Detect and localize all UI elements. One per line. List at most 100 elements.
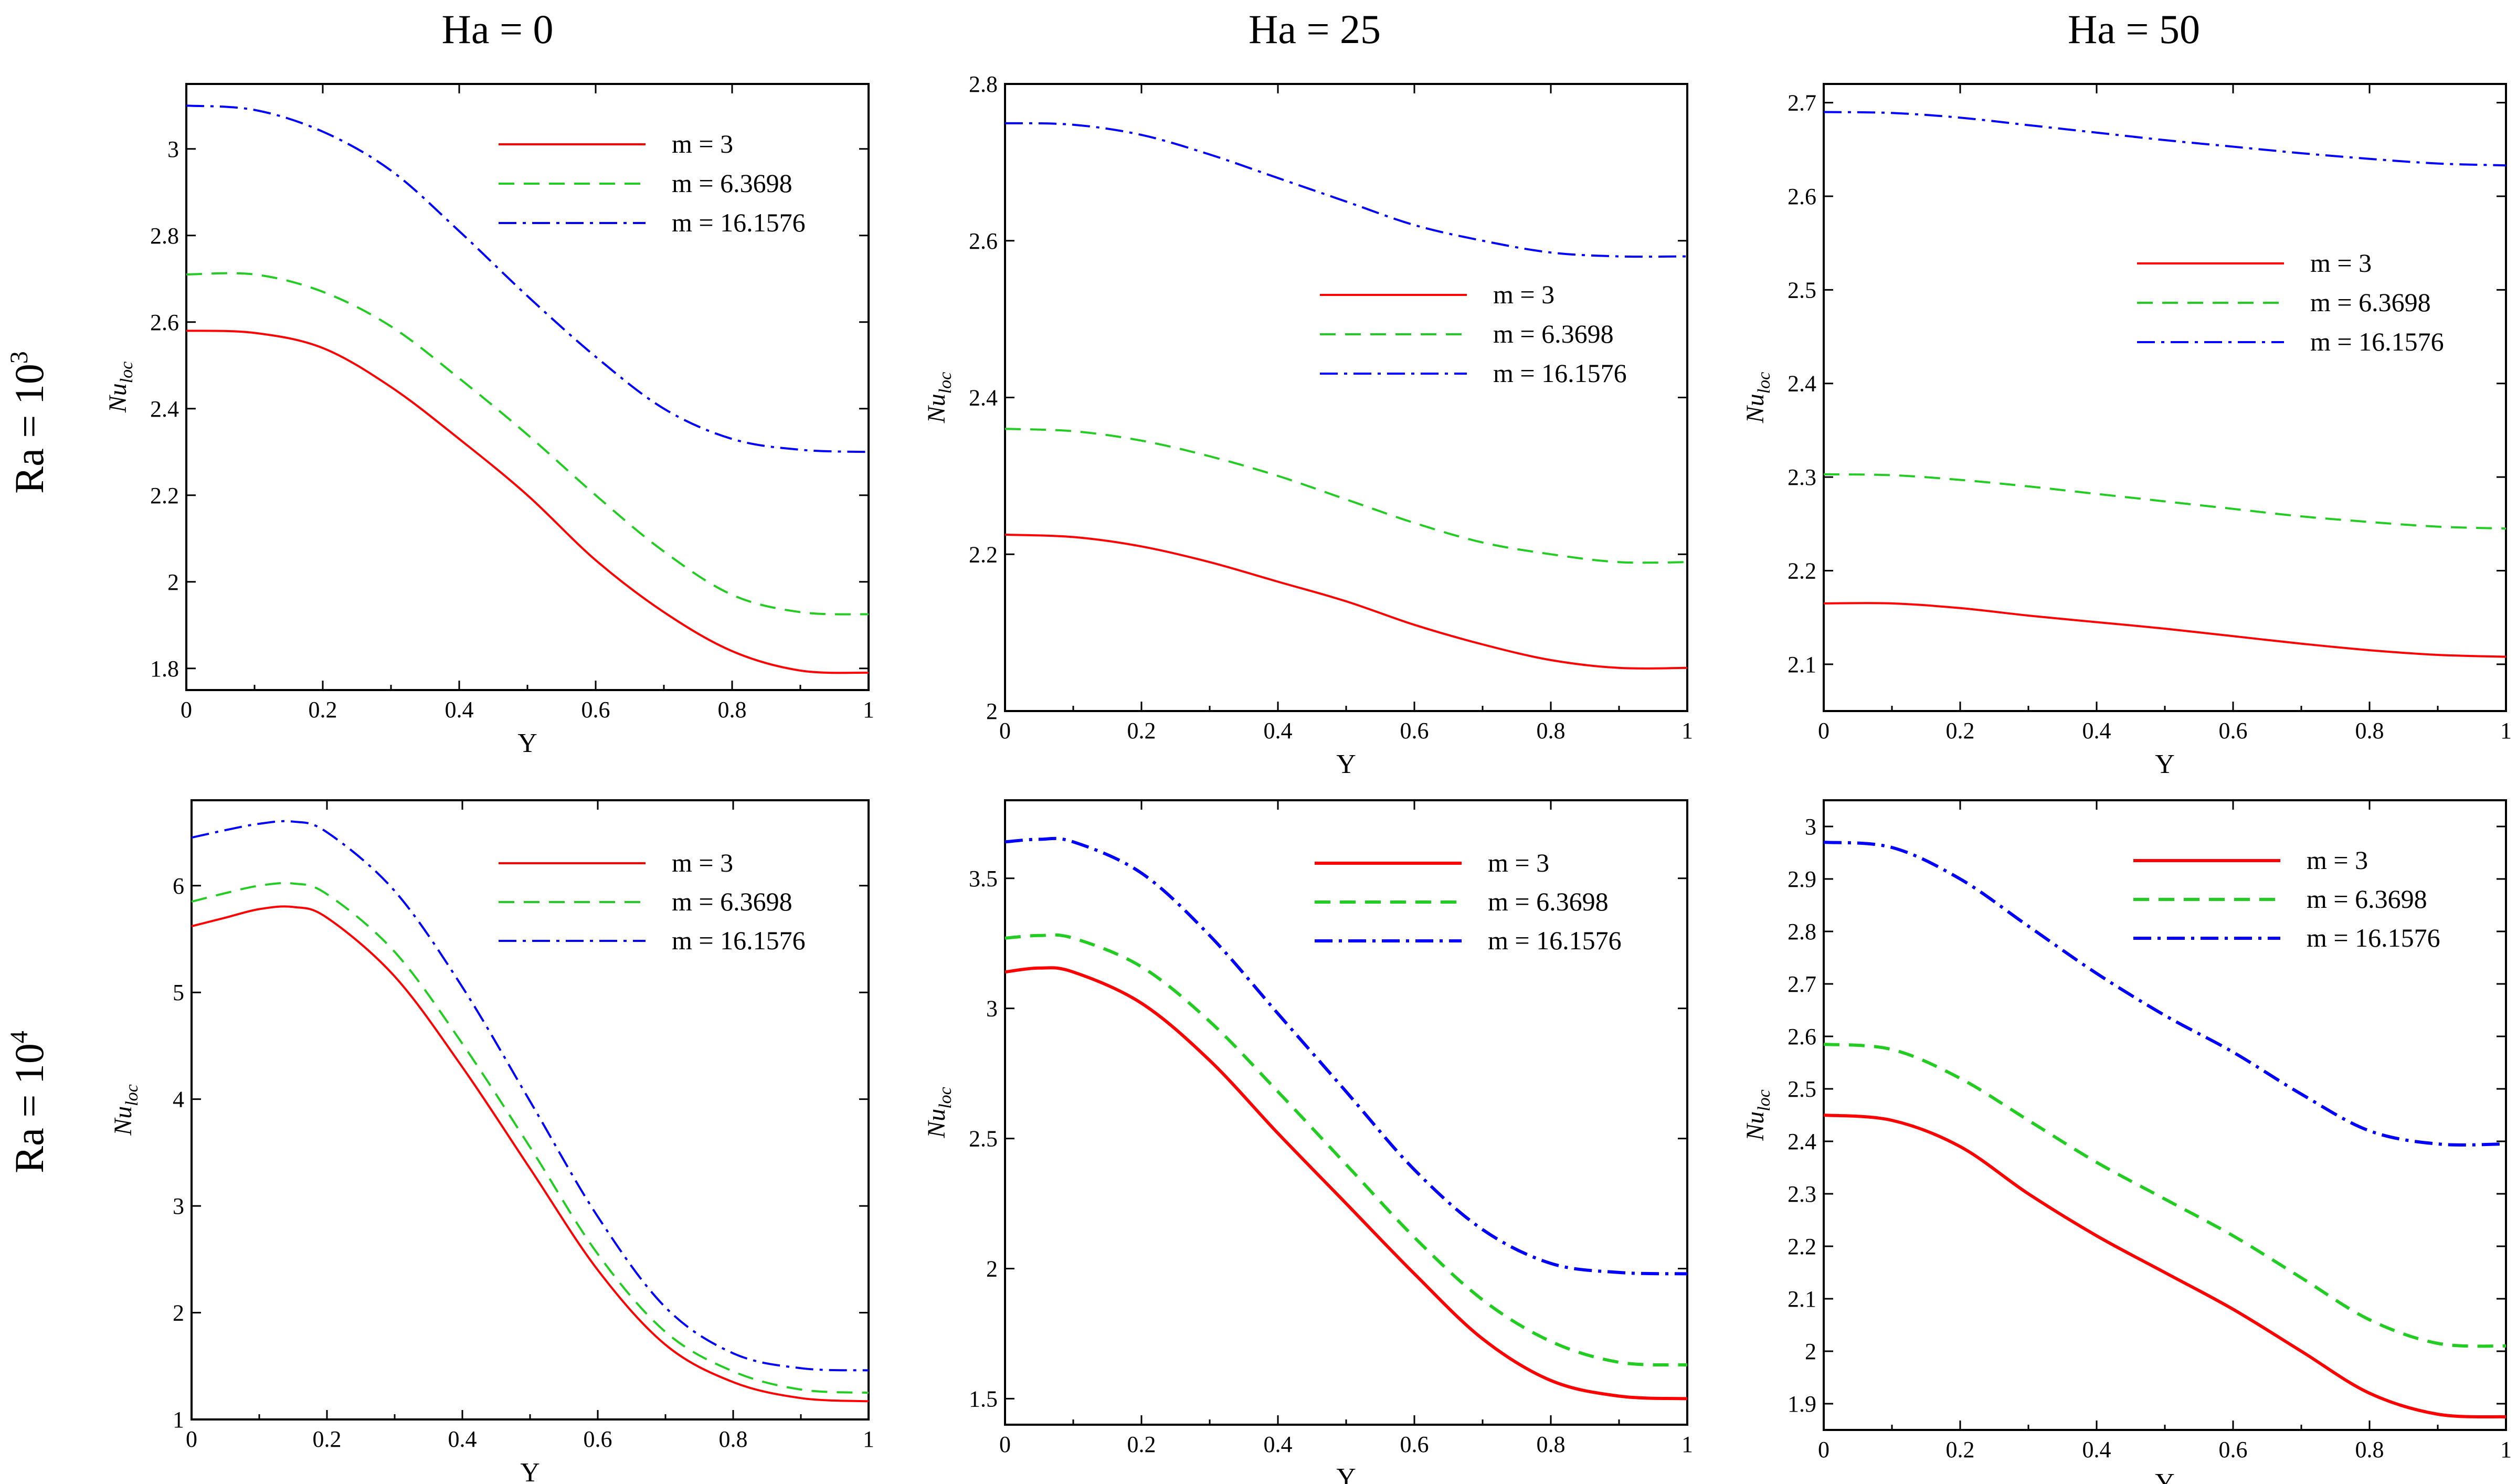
y-tick-label: 3.5 (969, 866, 998, 892)
y-tick-label: 2.6 (969, 228, 998, 254)
column-title-ha-50: Ha = 50 (2068, 6, 2200, 52)
x-tick-label: 0.4 (2082, 1437, 2111, 1462)
x-axis-label: Y (1336, 749, 1356, 779)
y-axis-label-sub: loc (936, 1087, 955, 1109)
y-tick-label: 1.9 (1788, 1391, 1816, 1417)
x-axis-label: Y (1336, 1463, 1356, 1484)
legend-label-m16: m = 16.1576 (672, 926, 806, 955)
x-tick-label: 0.4 (445, 697, 474, 723)
x-tick-label: 0.2 (309, 697, 337, 723)
y-tick-label: 2.4 (1788, 371, 1816, 397)
row-label-ra-1e4-base: Ra = 10 (6, 1043, 52, 1173)
series-line-m3 (191, 905, 869, 1403)
y-tick-label: 2.7 (1788, 971, 1816, 997)
y-axis-label-main: Nu (1741, 394, 1769, 423)
series-line-m16 (1004, 122, 1688, 258)
y-tick-label: 3 (1805, 814, 1816, 840)
series-line-m16 (1004, 836, 1688, 1276)
y-tick-label: 2.5 (969, 1126, 998, 1152)
x-tick-label: 0.6 (2219, 1437, 2248, 1462)
y-tick-label: 1.8 (150, 656, 179, 682)
y-tick-label: 3 (986, 996, 998, 1022)
x-tick-label: 0.4 (2082, 718, 2111, 744)
x-tick-label: 0.8 (719, 1426, 748, 1452)
x-tick-label: 0.8 (1537, 1432, 1566, 1457)
chart-panel-ha0-ra1e4: 0 0.2 0.4 0.6 0.8 1 1 2 3 4 5 6 Y Nuloc m = 3 m = 6.369… (109, 799, 874, 1484)
y-axis-label: Nuloc (1741, 372, 1774, 424)
series-line-m16 (191, 820, 869, 1372)
chart-panel-ha50-ra1e4: 0 0.2 0.4 0.6 0.8 1 1.9 2 2.1 2.2 2.3 2.4 2.5 2.6 2.7 2… (1741, 799, 2512, 1484)
legend-label-m3: m = 3 (672, 129, 733, 158)
series-line-m3 (186, 330, 869, 674)
series-line-m6 (1823, 473, 2507, 530)
column-title-ha-25: Ha = 25 (1249, 6, 1381, 52)
plot-frame (1823, 83, 2507, 712)
y-tick-label: 2 (986, 698, 998, 724)
series-line-m6 (1823, 1043, 2507, 1348)
x-tick-label: 0.4 (448, 1426, 477, 1452)
y-tick-label: 2.1 (1788, 1286, 1816, 1312)
row-label-ra-1e3: Ra = 103 (5, 351, 52, 494)
x-tick-label: 1 (863, 697, 874, 723)
x-tick-label: 0 (1818, 718, 1829, 744)
y-tick-label: 2 (1805, 1339, 1816, 1364)
series-line-m3 (1823, 1114, 2507, 1419)
chart-panel-ha25-ra1e4: 0 0.2 0.4 0.6 0.8 1 1.5 2 2.5 3 3.5 Y Nuloc m = 3 m = … (923, 799, 1693, 1484)
y-tick-label: 2.7 (1788, 90, 1816, 116)
y-tick-label: 2.5 (1788, 1076, 1816, 1102)
legend-label-m6: m = 6.3698 (2310, 288, 2431, 317)
series-line-m3 (1004, 966, 1688, 1401)
series-line-m6 (191, 882, 869, 1394)
legend-label-m3: m = 3 (2307, 845, 2368, 875)
series-line-m16 (1823, 111, 2507, 167)
x-tick-label: 0.8 (2355, 1437, 2384, 1462)
legend-label-m16: m = 16.1576 (672, 208, 806, 237)
y-tick-label: 5 (173, 980, 184, 1005)
y-tick-label: 2 (167, 569, 179, 595)
row-label-ra-1e4-exp: 4 (5, 1031, 33, 1043)
x-tick-label: 0 (999, 718, 1011, 744)
x-tick-label: 0 (999, 1432, 1011, 1457)
legend-label-m6: m = 6.3698 (672, 168, 792, 198)
series-line-m16 (1823, 841, 2507, 1147)
x-tick-label: 0.4 (1264, 718, 1293, 744)
y-axis-label-sub: loc (936, 372, 955, 394)
row-label-ra-1e4: Ra = 104 (5, 1031, 52, 1173)
y-tick-label: 2.4 (150, 396, 179, 422)
legend-label-m3: m = 3 (2310, 248, 2372, 278)
legend-label-m6: m = 6.3698 (672, 887, 792, 916)
legend-label-m16: m = 16.1576 (1493, 358, 1627, 388)
legend-label-m6: m = 6.3698 (1493, 319, 1614, 348)
x-tick-label: 1 (1681, 718, 1693, 744)
y-tick-label: 2.4 (969, 385, 998, 411)
y-axis-label: Nuloc (1741, 1089, 1774, 1141)
y-axis-label-sub: loc (117, 362, 136, 384)
x-tick-label: 0.6 (1400, 718, 1429, 744)
x-tick-label: 0 (186, 1426, 197, 1452)
y-tick-label: 2 (173, 1300, 184, 1326)
legend-label-m6: m = 6.3698 (2307, 884, 2427, 914)
y-tick-label: 2.1 (1788, 652, 1816, 677)
y-axis-label-main: Nu (1741, 1111, 1769, 1141)
x-axis-label: Y (2155, 1468, 2175, 1484)
y-tick-label: 2.6 (150, 310, 179, 335)
series-line-m16 (186, 104, 869, 453)
x-tick-label: 0.2 (1946, 718, 1975, 744)
y-tick-label: 4 (173, 1087, 184, 1112)
y-axis-label-main: Nu (104, 383, 132, 413)
plot-frame (1004, 83, 1688, 712)
x-tick-label: 0.2 (1127, 718, 1156, 744)
x-tick-label: 0.8 (718, 697, 747, 723)
y-axis-label-main: Nu (923, 394, 950, 423)
y-tick-label: 2.6 (1788, 184, 1816, 209)
y-axis-label-sub: loc (1754, 1089, 1774, 1111)
series-line-m3 (1004, 533, 1688, 670)
y-tick-label: 6 (173, 873, 184, 899)
y-axis-label: Nuloc (104, 362, 136, 414)
x-tick-label: 1 (2500, 1437, 2512, 1462)
x-tick-label: 1 (863, 1426, 874, 1452)
legend-label-m16: m = 16.1576 (2310, 327, 2444, 356)
y-axis-label: Nuloc (109, 1084, 142, 1136)
